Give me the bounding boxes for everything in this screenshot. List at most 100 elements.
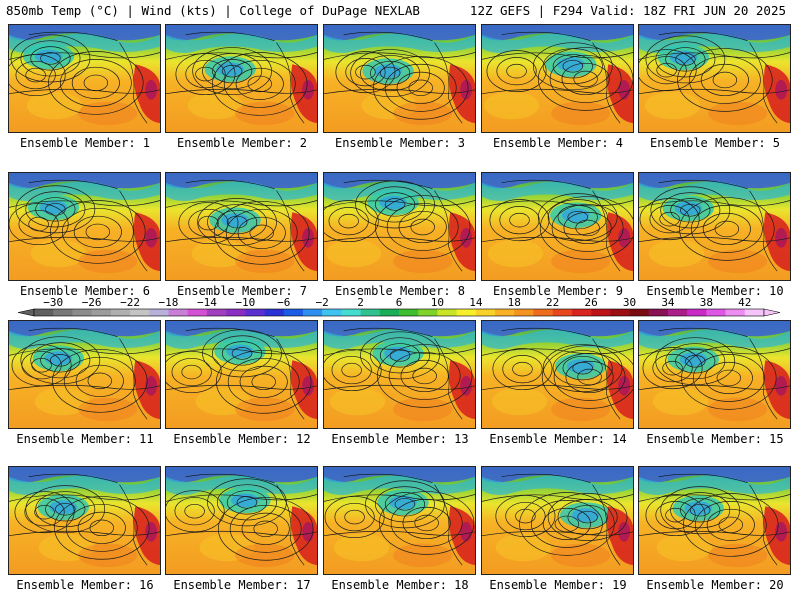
temperature-map-image	[639, 321, 790, 428]
ensemble-member-label: Ensemble Member: 1	[19, 136, 151, 150]
ensemble-member-map	[323, 320, 476, 429]
temperature-map-image	[324, 467, 475, 574]
colorbar-swatch	[245, 309, 265, 316]
ensemble-member-map	[481, 24, 634, 133]
colorbar-swatch	[552, 309, 573, 316]
colorbar-swatch	[514, 309, 534, 316]
colorbar-swatch	[418, 309, 438, 316]
colorbar-tick-label: −26	[82, 297, 102, 309]
colorbar-tick-label: 42	[738, 297, 751, 309]
ensemble-member-label: Ensemble Member: 17	[173, 578, 311, 592]
ensemble-member-map	[638, 466, 791, 575]
ensemble-member-label: Ensemble Member: 10	[646, 284, 784, 298]
colorbar-swatch	[591, 309, 611, 316]
temperature-map-image	[482, 467, 633, 574]
colorbar-swatch	[495, 309, 515, 316]
colorbar-tick-label: 6	[396, 297, 403, 309]
colorbar-swatch	[72, 309, 92, 316]
ensemble-member-label: Ensemble Member: 6	[19, 284, 151, 298]
temperature-map-image	[324, 173, 475, 280]
colorbar-swatch	[226, 309, 246, 316]
ensemble-member-label: Ensemble Member: 3	[334, 136, 466, 150]
ensemble-member-map	[8, 172, 161, 281]
colorbar-swatch	[283, 309, 304, 316]
ensemble-member-map	[481, 466, 634, 575]
ensemble-member-map	[165, 320, 318, 429]
colorbar-swatch	[571, 309, 592, 316]
colorbar-tick-label: 30	[623, 297, 636, 309]
ensemble-member-label: Ensemble Member: 14	[489, 432, 627, 446]
colorbar-swatch	[610, 309, 630, 316]
colorbar-tick-label: −18	[159, 297, 179, 309]
ensemble-member-label: Ensemble Member: 20	[646, 578, 784, 592]
temperature-map-image	[166, 25, 317, 132]
temperature-map-image	[324, 321, 475, 428]
colorbar-swatch	[437, 309, 457, 316]
colorbar-swatch	[110, 309, 131, 316]
ensemble-member-label: Ensemble Member: 7	[176, 284, 308, 298]
colorbar-swatch	[379, 309, 400, 316]
ensemble-member-label: Ensemble Member: 4	[492, 136, 624, 150]
colorbar-left-arrow	[17, 308, 35, 317]
temperature-map-image	[166, 467, 317, 574]
temperature-map-image	[166, 173, 317, 280]
colorbar-swatch	[322, 309, 342, 316]
colorbar-swatch	[341, 309, 361, 316]
ensemble-member-label: Ensemble Member: 13	[331, 432, 469, 446]
temperature-map-image	[482, 25, 633, 132]
temperature-map-image	[166, 321, 317, 428]
ensemble-member-label: Ensemble Member: 8	[334, 284, 466, 298]
colorbar-tick-label: −14	[197, 297, 217, 309]
ensemble-member-map	[638, 172, 791, 281]
ensemble-member-map	[481, 320, 634, 429]
ensemble-member-map	[323, 172, 476, 281]
temperature-colorbar: −30 −26 −22 −18 −14 −10 −6 −2 2 6 10 14 18 22 26 30 34 38…	[0, 297, 800, 319]
temperature-map-image	[482, 173, 633, 280]
ensemble-member-map	[165, 172, 318, 281]
temperature-map-image	[9, 173, 160, 280]
colorbar-swatch	[130, 309, 150, 316]
ensemble-member-label: Ensemble Member: 9	[492, 284, 624, 298]
colorbar-swatch	[264, 309, 285, 316]
colorbar-tick-label: −30	[43, 297, 63, 309]
ensemble-member-label: Ensemble Member: 2	[176, 136, 308, 150]
colorbar-swatch	[533, 309, 553, 316]
colorbar-swatch	[667, 309, 688, 316]
colorbar-swatch	[149, 309, 169, 316]
temperature-map-image	[9, 321, 160, 428]
temperature-map-image	[9, 25, 160, 132]
colorbar-tick-label: 38	[700, 297, 713, 309]
colorbar-swatch	[744, 309, 765, 316]
colorbar-swatch	[456, 309, 477, 316]
ensemble-member-map	[8, 24, 161, 133]
ensemble-member-map	[8, 466, 161, 575]
ensemble-member-map	[638, 320, 791, 429]
ensemble-member-label: Ensemble Member: 18	[331, 578, 469, 592]
colorbar-swatch	[91, 309, 112, 316]
colorbar-swatch	[34, 309, 54, 316]
ensemble-member-map	[638, 24, 791, 133]
colorbar-swatch	[648, 309, 669, 316]
colorbar-swatch	[725, 309, 746, 316]
ensemble-member-label: Ensemble Member: 19	[489, 578, 627, 592]
colorbar-tick-label: 2	[357, 297, 364, 309]
ensemble-member-map	[165, 466, 318, 575]
colorbar-swatch	[206, 309, 227, 316]
ensemble-member-map	[323, 466, 476, 575]
colorbar-swatch	[168, 309, 188, 316]
colorbar-tick-label: 22	[546, 297, 559, 309]
ensemble-member-map	[165, 24, 318, 133]
colorbar-tick-label: 10	[431, 297, 444, 309]
colorbar-swatch	[53, 309, 73, 316]
ensemble-member-map	[481, 172, 634, 281]
colorbar-swatch	[399, 309, 419, 316]
colorbar-tick-label: −6	[277, 297, 290, 309]
colorbar-swatch	[187, 309, 208, 316]
colorbar-tick-label: 34	[661, 297, 675, 309]
colorbar-swatch	[629, 309, 650, 316]
colorbar-tick-label: 26	[584, 297, 597, 309]
colorbar-tick-label: 18	[508, 297, 521, 309]
ensemble-member-label: Ensemble Member: 5	[649, 136, 781, 150]
colorbar-swatch	[302, 309, 323, 316]
temperature-map-image	[324, 25, 475, 132]
